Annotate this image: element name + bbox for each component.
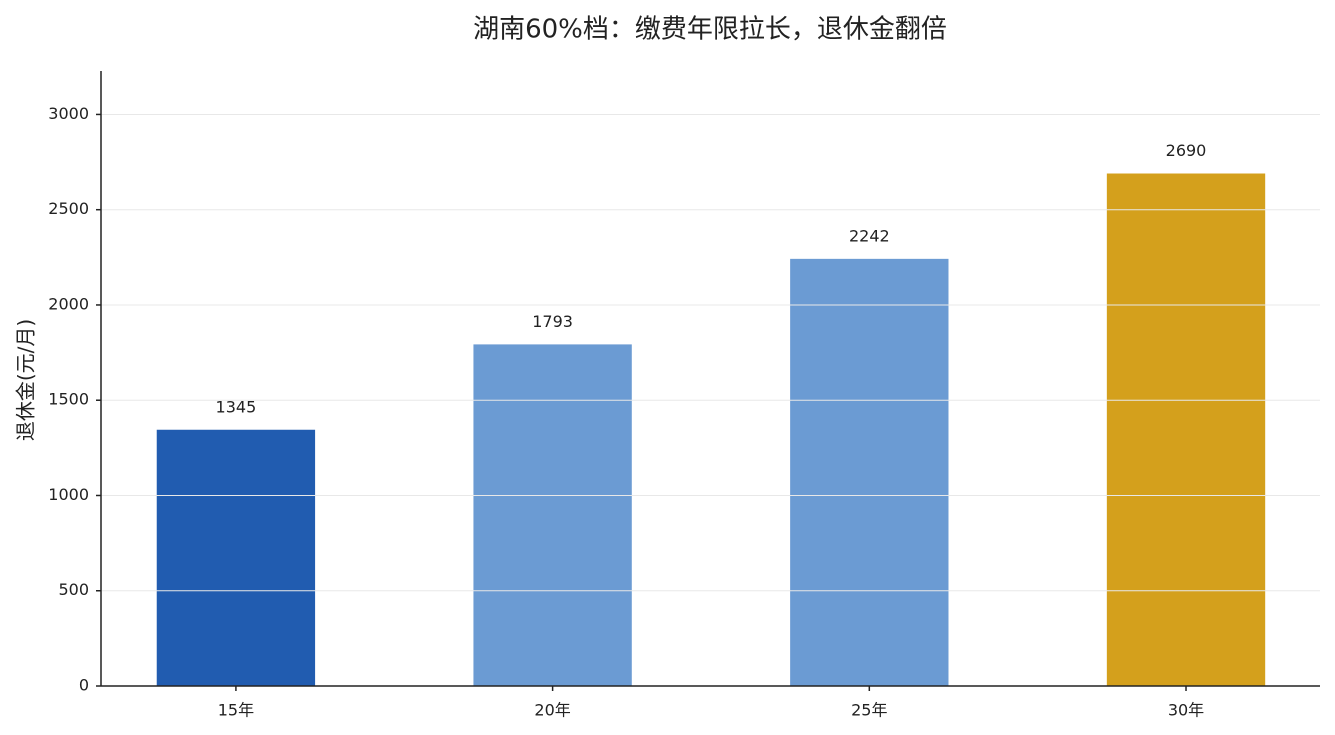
- bar: [156, 429, 316, 686]
- y-tick-label: 2000: [48, 294, 89, 313]
- bar: [790, 258, 949, 686]
- y-tick-label: 2500: [48, 199, 89, 218]
- value-label: 2242: [849, 226, 890, 245]
- x-tick-label: 30年: [1168, 701, 1204, 720]
- y-tick-label: 3000: [48, 104, 89, 123]
- bar: [1106, 173, 1266, 686]
- x-tick-label: 15年: [218, 701, 254, 720]
- value-label: 1345: [216, 397, 257, 416]
- y-axis-label: 退休金(元/月): [14, 319, 38, 441]
- y-tick-label: 500: [58, 580, 89, 599]
- bar: [473, 344, 632, 686]
- y-tick-label: 0: [79, 676, 89, 695]
- value-label: 2690: [1166, 141, 1207, 160]
- y-tick-label: 1500: [48, 390, 89, 409]
- x-tick-label: 25年: [851, 701, 887, 720]
- value-label: 1793: [532, 312, 573, 331]
- x-tick-label: 20年: [534, 701, 570, 720]
- chart-title: 湖南60%档：缴费年限拉长，退休金翻倍: [473, 15, 947, 45]
- y-tick-label: 1000: [48, 485, 89, 504]
